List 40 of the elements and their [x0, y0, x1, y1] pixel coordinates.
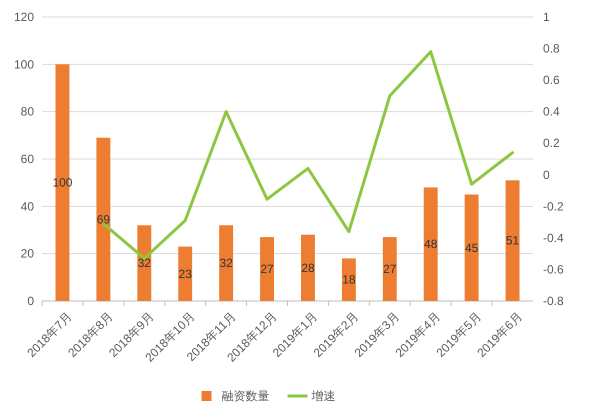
- bar: [178, 246, 192, 301]
- y-tick-label: 60: [20, 152, 34, 166]
- data-label: 32: [219, 256, 234, 270]
- bar: [260, 237, 274, 301]
- bar: [342, 258, 356, 301]
- y2-tick-label: 1: [543, 10, 550, 24]
- data-label: 45: [464, 240, 479, 255]
- y2-tick-label: 0: [543, 168, 550, 182]
- y-tick-label: 40: [20, 199, 34, 214]
- y2-tick-label: 0.4: [543, 104, 560, 119]
- legend-label: 增速: [310, 389, 336, 403]
- y-tick-label: 80: [20, 104, 34, 119]
- data-label: 69: [96, 212, 110, 226]
- data-label: 23: [178, 266, 192, 281]
- y2-tick-label: -0.4: [543, 230, 564, 245]
- legend-label: 融资数量: [222, 389, 270, 403]
- y-tick-label: 100: [14, 57, 34, 72]
- bar: [96, 138, 110, 301]
- bar: [464, 194, 479, 301]
- y2-tick-label: 0.8: [543, 42, 560, 56]
- y-tick-label: 20: [20, 246, 34, 261]
- y2-tick-label: -0.6: [543, 262, 564, 276]
- data-label: 28: [301, 260, 315, 275]
- bar: [424, 187, 438, 301]
- y2-tick-label: -0.2: [543, 199, 564, 214]
- y2-tick-label: 0.6: [543, 73, 560, 88]
- bar: [219, 225, 234, 301]
- data-label: 51: [506, 234, 520, 248]
- data-label: 27: [383, 262, 397, 276]
- bar: [301, 234, 315, 301]
- data-label: 32: [138, 256, 152, 270]
- bar: [382, 237, 397, 301]
- y-tick-label: 0: [27, 294, 34, 308]
- y2-tick-label: -0.8: [543, 294, 564, 308]
- y2-tick-label: 0.2: [543, 136, 560, 150]
- bar: [506, 180, 520, 301]
- data-label: 27: [260, 262, 274, 276]
- y-tick-label: 120: [14, 10, 34, 24]
- data-label: 18: [342, 272, 356, 287]
- data-label: 48: [424, 237, 438, 252]
